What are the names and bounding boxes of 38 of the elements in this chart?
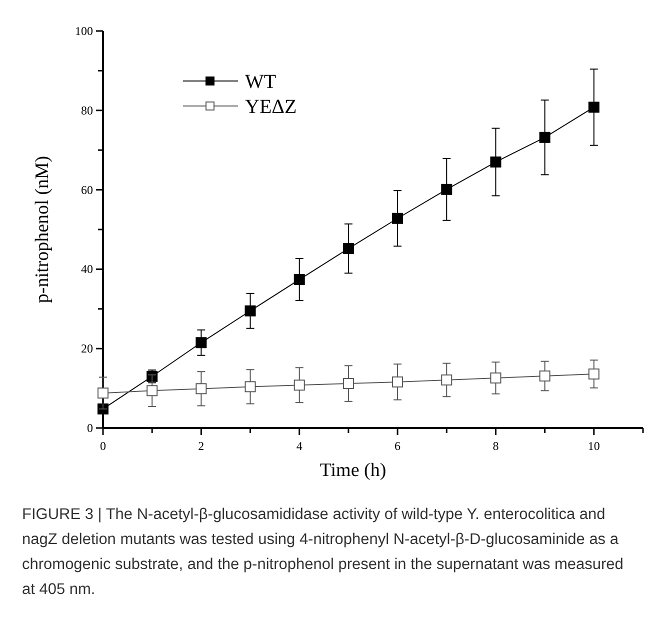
y-tick-label: 40 — [81, 262, 93, 276]
point — [98, 403, 108, 414]
y-tick-label: 20 — [81, 342, 93, 356]
point — [98, 388, 108, 399]
point — [588, 102, 600, 113]
point — [392, 212, 404, 224]
point — [539, 132, 550, 143]
x-tick-label: 0 — [100, 439, 106, 453]
x-tick-label: 2 — [198, 439, 204, 453]
x-tick-label: 6 — [394, 439, 401, 453]
y-axis-title: p-nitrophenol (nM) — [32, 156, 53, 304]
point — [342, 243, 354, 254]
y-tick-label: 0 — [87, 421, 93, 435]
x-tick-label: 4 — [296, 439, 302, 453]
point — [588, 368, 600, 380]
point — [441, 184, 452, 195]
legend-label: YEΔZ — [245, 96, 297, 118]
point — [244, 305, 256, 316]
y-tick-label: 100 — [75, 24, 93, 38]
point — [490, 372, 502, 384]
point — [294, 274, 305, 286]
point — [441, 374, 452, 386]
point — [342, 378, 354, 390]
y-tick-label: 60 — [81, 182, 93, 197]
legend-label: WT — [245, 71, 276, 93]
point — [539, 370, 550, 382]
point — [392, 376, 404, 388]
y-tick-label: 80 — [81, 103, 93, 118]
point — [490, 156, 502, 168]
point — [146, 385, 158, 396]
point — [196, 383, 207, 394]
point — [244, 381, 256, 392]
x-axis-title: Time (h) — [320, 460, 386, 481]
x-tick-label: 8 — [492, 439, 499, 453]
x-tick-label: 10 — [588, 439, 600, 453]
caption: FIGURE 3 | The N-acetyl-β-glucosamididase activity of wild-type Y. enterocolitica and nagZ deletion mutants was tested using 4-nitrophenyl N-acetyl-β-D-glucosaminide as a chromogenic substrate, and the p-nitrophenol present in the supernatant was measured at 405 nm. — [21, 505, 624, 600]
point — [294, 380, 305, 391]
point — [196, 337, 207, 348]
